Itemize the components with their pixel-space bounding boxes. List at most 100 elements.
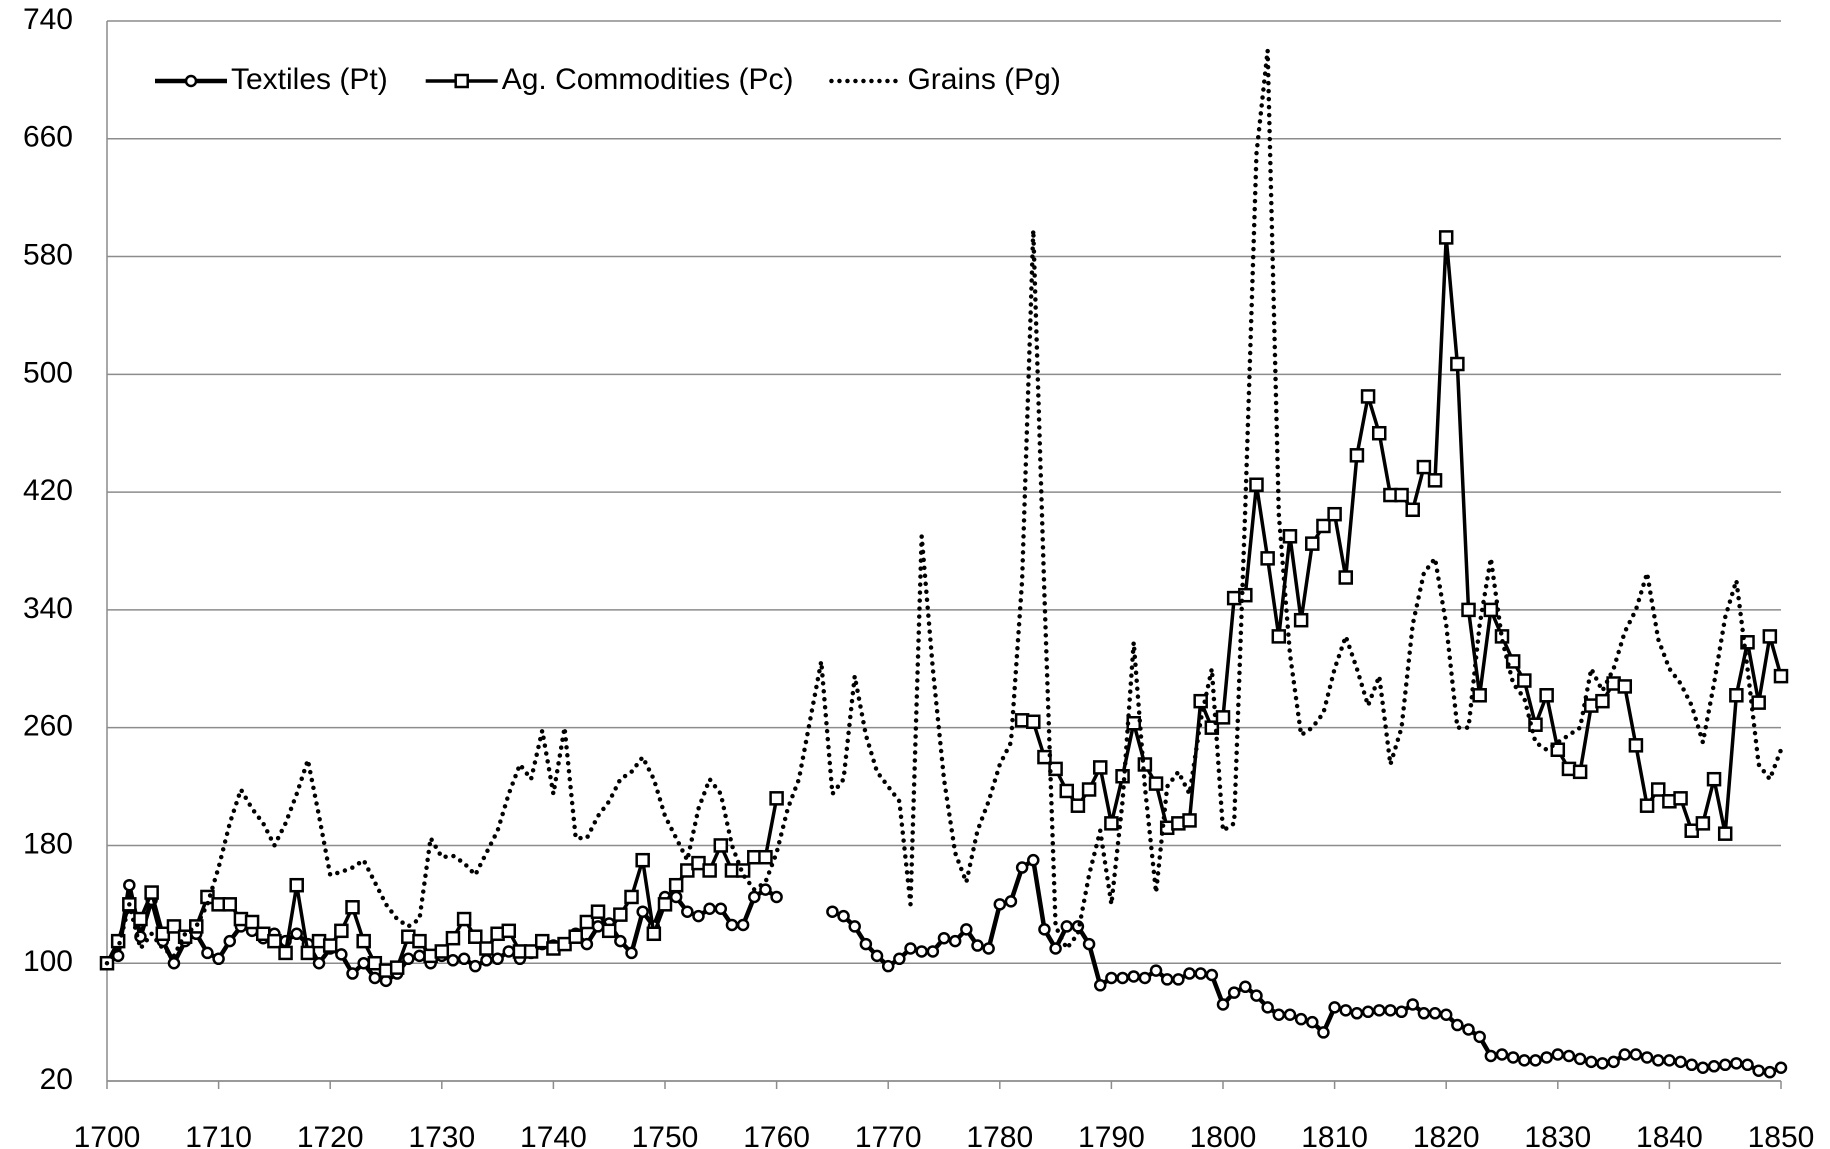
legend-label: Grains (Pg) <box>907 63 1060 96</box>
marker <box>769 791 784 806</box>
y-tick-label: 180 <box>23 827 73 860</box>
marker <box>1306 1015 1319 1029</box>
marker <box>1260 551 1275 566</box>
marker <box>1093 979 1107 992</box>
marker <box>1249 477 1264 492</box>
marker <box>937 931 951 945</box>
marker <box>1696 1061 1710 1074</box>
marker <box>155 926 171 942</box>
x-tick-label: 1730 <box>408 1121 475 1149</box>
marker <box>1518 1054 1531 1067</box>
marker <box>255 926 271 942</box>
marker <box>557 936 572 952</box>
marker <box>1751 695 1766 710</box>
marker <box>278 945 293 961</box>
marker <box>389 960 405 975</box>
marker <box>1572 764 1588 780</box>
marker <box>1406 998 1419 1011</box>
x-tick-label: 1830 <box>1524 1121 1591 1149</box>
marker <box>1026 714 1041 730</box>
marker <box>1339 1004 1353 1017</box>
marker <box>837 909 850 923</box>
marker <box>445 930 461 946</box>
marker <box>1462 1023 1475 1036</box>
marker <box>1048 761 1063 777</box>
marker <box>434 944 450 959</box>
marker <box>289 877 304 893</box>
marker <box>144 885 159 900</box>
marker <box>222 897 238 912</box>
y-tick-label: 500 <box>23 356 73 389</box>
marker <box>1629 1048 1643 1061</box>
marker <box>1305 536 1320 551</box>
marker <box>1317 1026 1330 1039</box>
marker <box>1092 760 1108 775</box>
marker <box>702 863 717 878</box>
marker <box>1550 742 1566 757</box>
marker <box>982 942 995 955</box>
marker <box>1439 1008 1453 1021</box>
marker <box>1417 1007 1431 1020</box>
marker <box>1227 986 1241 999</box>
y-tick-label: 260 <box>23 710 73 743</box>
marker <box>1261 1001 1274 1014</box>
marker <box>1640 1051 1654 1064</box>
marker <box>290 927 303 941</box>
marker <box>759 883 772 896</box>
marker <box>1294 1012 1308 1026</box>
marker <box>1215 710 1231 725</box>
marker <box>714 902 728 915</box>
marker <box>457 952 471 966</box>
y-tick-label: 340 <box>23 592 73 625</box>
marker <box>1428 1007 1442 1020</box>
marker <box>1049 942 1062 955</box>
marker <box>1639 798 1655 813</box>
series-line <box>105 857 1782 1075</box>
marker <box>590 904 606 919</box>
marker <box>312 956 326 970</box>
marker <box>1127 970 1140 983</box>
marker <box>1483 602 1499 618</box>
x-tick-label: 1700 <box>74 1121 141 1149</box>
y-tick-label: 580 <box>23 238 73 271</box>
marker <box>1473 1030 1486 1044</box>
marker <box>1573 1052 1587 1066</box>
marker <box>1205 968 1219 982</box>
marker <box>413 949 426 963</box>
marker <box>1762 629 1778 644</box>
marker <box>736 918 750 932</box>
marker <box>1484 1049 1498 1063</box>
marker <box>1004 895 1018 908</box>
x-tick-label: 1790 <box>1078 1121 1145 1149</box>
marker <box>335 948 348 961</box>
legend-label: Ag. Commodities (Pc) <box>502 63 794 96</box>
legend: Textiles (Pt) Ag. Commodities (Pc) Grains … <box>155 63 1061 96</box>
marker <box>1729 688 1744 703</box>
marker <box>1038 923 1051 936</box>
marker <box>1628 738 1644 753</box>
marker <box>1338 570 1354 585</box>
marker <box>212 952 225 966</box>
marker <box>1506 1051 1520 1064</box>
marker <box>1116 971 1129 985</box>
x-tick-label: 1750 <box>632 1121 699 1149</box>
marker <box>1673 791 1688 806</box>
marker <box>848 920 861 933</box>
marker <box>201 946 214 960</box>
marker <box>1416 459 1432 475</box>
marker <box>960 923 973 936</box>
x-tick-label: 1820 <box>1413 1121 1480 1149</box>
marker <box>926 945 940 958</box>
marker <box>580 937 594 951</box>
marker <box>1461 602 1476 618</box>
x-tick-label: 1720 <box>297 1121 364 1149</box>
marker <box>1774 1061 1788 1074</box>
marker <box>657 897 673 912</box>
marker <box>1070 798 1086 813</box>
marker <box>1328 1001 1341 1014</box>
marker <box>534 933 550 949</box>
marker <box>1539 688 1554 703</box>
marker <box>523 944 539 959</box>
marker <box>1272 1008 1286 1021</box>
marker <box>636 905 649 918</box>
